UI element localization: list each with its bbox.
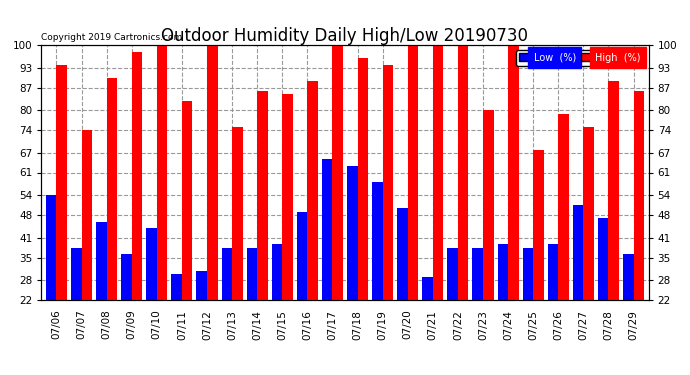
Bar	[408, 45, 418, 300]
Bar	[322, 159, 333, 300]
Bar	[132, 51, 142, 300]
Bar	[548, 244, 558, 300]
Bar	[246, 248, 257, 300]
Bar	[573, 205, 583, 300]
Text: Copyright 2019 Cartronics.com: Copyright 2019 Cartronics.com	[41, 33, 183, 42]
Bar	[96, 222, 107, 300]
Bar	[81, 130, 92, 300]
Bar	[447, 248, 458, 300]
Bar	[282, 94, 293, 300]
Bar	[257, 91, 268, 300]
Bar	[46, 195, 57, 300]
Bar	[347, 166, 357, 300]
Bar	[357, 58, 368, 300]
Bar	[522, 248, 533, 300]
Bar	[383, 64, 393, 300]
Bar	[558, 114, 569, 300]
Title: Outdoor Humidity Daily High/Low 20190730: Outdoor Humidity Daily High/Low 20190730	[161, 27, 529, 45]
Bar	[157, 45, 168, 300]
Bar	[623, 254, 633, 300]
Bar	[307, 81, 318, 300]
Bar	[473, 248, 483, 300]
Bar	[633, 91, 644, 300]
Bar	[221, 248, 232, 300]
Bar	[583, 127, 594, 300]
Bar	[121, 254, 132, 300]
Bar	[207, 45, 217, 300]
Bar	[57, 64, 67, 300]
Bar	[598, 218, 609, 300]
Bar	[397, 209, 408, 300]
Bar	[146, 228, 157, 300]
Bar	[483, 110, 493, 300]
Bar	[272, 244, 282, 300]
Bar	[107, 78, 117, 300]
Bar	[533, 150, 544, 300]
Bar	[508, 45, 519, 300]
Legend: Low  (%), High  (%): Low (%), High (%)	[516, 50, 644, 66]
Bar	[171, 274, 182, 300]
Bar	[497, 244, 508, 300]
Bar	[433, 45, 444, 300]
Bar	[372, 182, 383, 300]
Bar	[232, 127, 243, 300]
Bar	[182, 100, 193, 300]
Bar	[333, 45, 343, 300]
Bar	[422, 277, 433, 300]
Bar	[197, 271, 207, 300]
Bar	[609, 81, 619, 300]
Bar	[71, 248, 81, 300]
Bar	[297, 212, 307, 300]
Bar	[458, 45, 469, 300]
